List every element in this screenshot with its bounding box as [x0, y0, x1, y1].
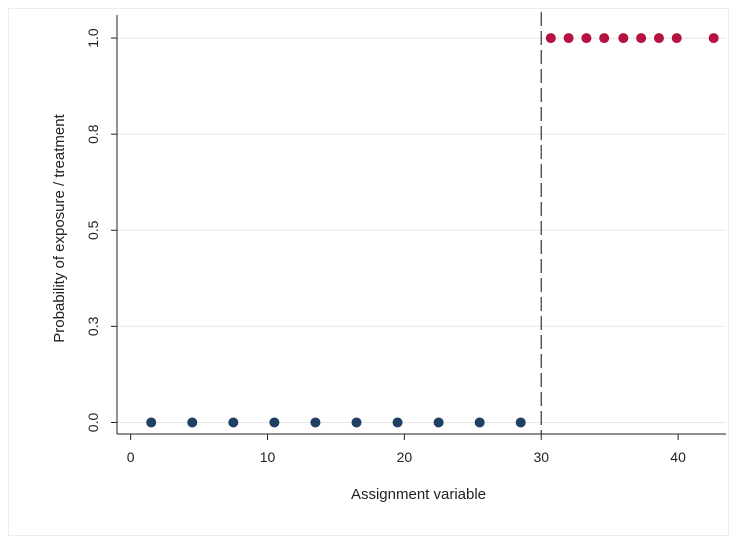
data-point	[618, 33, 629, 44]
data-point	[653, 33, 664, 44]
grid	[117, 37, 726, 423]
data-point	[581, 33, 592, 44]
y-tick-label: 1.0	[85, 28, 101, 48]
x-axis-title: Assignment variable	[351, 486, 486, 503]
data-point	[269, 417, 280, 428]
y-tick-label: 0.8	[85, 124, 101, 144]
data-point	[187, 417, 198, 428]
data-point	[433, 417, 444, 428]
x-tick-label: 40	[670, 449, 686, 465]
data-point	[474, 417, 485, 428]
data-point	[599, 33, 610, 44]
data-point	[708, 33, 719, 44]
y-tick-label: 0.3	[85, 316, 101, 336]
x-tick-label: 20	[397, 449, 413, 465]
y-tick-label: 0.0	[85, 413, 101, 433]
x-tick-label: 30	[533, 449, 549, 465]
data-point	[351, 417, 362, 428]
data-point	[228, 417, 239, 428]
data-point	[515, 417, 526, 428]
x-tick-label: 10	[260, 449, 276, 465]
data-point	[671, 33, 682, 44]
data-point	[563, 33, 574, 44]
data-point	[392, 417, 403, 428]
data-point	[636, 33, 647, 44]
x-tick-label: 0	[127, 449, 135, 465]
chart-frame	[8, 8, 729, 536]
y-tick-label: 0.5	[85, 220, 101, 240]
data-point	[545, 33, 556, 44]
axes: 0.0 0.3 0.5 0.8 1.0 0 10 20 30 40	[85, 15, 726, 465]
data-point	[310, 417, 321, 428]
y-axis-title: Probability of exposure / treatment	[51, 113, 68, 342]
data-points	[146, 33, 719, 428]
data-point	[146, 417, 157, 428]
